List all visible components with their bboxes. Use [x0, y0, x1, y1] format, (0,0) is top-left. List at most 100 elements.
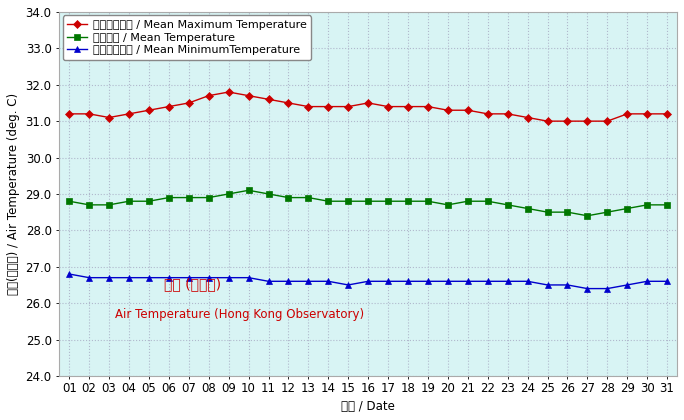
平均最低氣溫 / Mean MinimumTemperature [643, 279, 651, 284]
平均氣溫 / Mean Temperature [643, 202, 651, 207]
Line: 平均最低氣溫 / Mean MinimumTemperature: 平均最低氣溫 / Mean MinimumTemperature [66, 271, 670, 292]
平均氣溫 / Mean Temperature [523, 206, 531, 211]
平均最低氣溫 / Mean MinimumTemperature [583, 286, 592, 291]
平均氣溫 / Mean Temperature [503, 202, 512, 207]
X-axis label: 日期 / Date: 日期 / Date [341, 400, 395, 413]
平均最低氣溫 / Mean MinimumTemperature [384, 279, 392, 284]
平均最低氣溫 / Mean MinimumTemperature [185, 275, 193, 280]
平均氣溫 / Mean Temperature [185, 195, 193, 200]
平均最低氣溫 / Mean MinimumTemperature [503, 279, 512, 284]
平均最高氣溫 / Mean Maximum Temperature [564, 118, 572, 123]
Line: 平均氣溫 / Mean Temperature: 平均氣溫 / Mean Temperature [66, 187, 670, 218]
平均最低氣溫 / Mean MinimumTemperature [404, 279, 412, 284]
平均氣溫 / Mean Temperature [583, 213, 592, 218]
平均氣溫 / Mean Temperature [543, 210, 551, 215]
平均最高氣溫 / Mean Maximum Temperature [484, 111, 492, 116]
平均最低氣溫 / Mean MinimumTemperature [145, 275, 153, 280]
平均最低氣溫 / Mean MinimumTemperature [484, 279, 492, 284]
平均最高氣溫 / Mean Maximum Temperature [663, 111, 671, 116]
平均最高氣溫 / Mean Maximum Temperature [304, 104, 313, 109]
Line: 平均最高氣溫 / Mean Maximum Temperature: 平均最高氣溫 / Mean Maximum Temperature [66, 89, 670, 124]
平均最高氣溫 / Mean Maximum Temperature [503, 111, 512, 116]
平均氣溫 / Mean Temperature [165, 195, 173, 200]
平均最高氣溫 / Mean Maximum Temperature [424, 104, 432, 109]
平均氣溫 / Mean Temperature [224, 192, 233, 197]
平均最高氣溫 / Mean Maximum Temperature [105, 115, 113, 120]
平均氣溫 / Mean Temperature [424, 199, 432, 204]
平均氣溫 / Mean Temperature [464, 199, 472, 204]
平均氣溫 / Mean Temperature [623, 206, 631, 211]
平均氣溫 / Mean Temperature [344, 199, 352, 204]
平均最高氣溫 / Mean Maximum Temperature [623, 111, 631, 116]
平均氣溫 / Mean Temperature [564, 210, 572, 215]
平均最低氣溫 / Mean MinimumTemperature [464, 279, 472, 284]
平均氣溫 / Mean Temperature [404, 199, 412, 204]
平均最高氣溫 / Mean Maximum Temperature [523, 115, 531, 120]
平均氣溫 / Mean Temperature [105, 202, 113, 207]
平均氣溫 / Mean Temperature [603, 210, 611, 215]
平均最低氣溫 / Mean MinimumTemperature [344, 282, 352, 287]
平均氣溫 / Mean Temperature [444, 202, 452, 207]
Y-axis label: 氣溫(攝氏度) / Air Temperature (deg. C): 氣溫(攝氏度) / Air Temperature (deg. C) [7, 93, 20, 295]
平均氣溫 / Mean Temperature [145, 199, 153, 204]
平均最低氣溫 / Mean MinimumTemperature [444, 279, 452, 284]
平均最低氣溫 / Mean MinimumTemperature [364, 279, 372, 284]
平均氣溫 / Mean Temperature [324, 199, 332, 204]
平均最高氣溫 / Mean Maximum Temperature [165, 104, 173, 109]
平均最高氣溫 / Mean Maximum Temperature [244, 93, 252, 98]
平均最高氣溫 / Mean Maximum Temperature [344, 104, 352, 109]
平均最低氣溫 / Mean MinimumTemperature [224, 275, 233, 280]
平均最高氣溫 / Mean Maximum Temperature [224, 89, 233, 94]
平均最低氣溫 / Mean MinimumTemperature [543, 282, 551, 287]
平均氣溫 / Mean Temperature [364, 199, 372, 204]
平均氣溫 / Mean Temperature [205, 195, 213, 200]
平均最高氣溫 / Mean Maximum Temperature [464, 108, 472, 113]
平均氣溫 / Mean Temperature [285, 195, 293, 200]
平均最高氣溫 / Mean Maximum Temperature [324, 104, 332, 109]
平均氣溫 / Mean Temperature [304, 195, 313, 200]
平均最高氣溫 / Mean Maximum Temperature [125, 111, 133, 116]
平均最高氣溫 / Mean Maximum Temperature [364, 100, 372, 105]
平均最低氣溫 / Mean MinimumTemperature [523, 279, 531, 284]
平均最低氣溫 / Mean MinimumTemperature [205, 275, 213, 280]
平均最高氣溫 / Mean Maximum Temperature [65, 111, 73, 116]
平均最低氣溫 / Mean MinimumTemperature [603, 286, 611, 291]
Text: Air Temperature (Hong Kong Observatory): Air Temperature (Hong Kong Observatory) [115, 308, 364, 321]
平均最低氣溫 / Mean MinimumTemperature [663, 279, 671, 284]
平均最高氣溫 / Mean Maximum Temperature [643, 111, 651, 116]
Text: 氣溫 (天文台): 氣溫 (天文台) [164, 278, 222, 291]
平均最高氣溫 / Mean Maximum Temperature [145, 108, 153, 113]
平均最高氣溫 / Mean Maximum Temperature [285, 100, 293, 105]
平均最高氣溫 / Mean Maximum Temperature [543, 118, 551, 123]
平均最高氣溫 / Mean Maximum Temperature [603, 118, 611, 123]
平均最高氣溫 / Mean Maximum Temperature [205, 93, 213, 98]
平均最低氣溫 / Mean MinimumTemperature [85, 275, 93, 280]
平均最低氣溫 / Mean MinimumTemperature [623, 282, 631, 287]
Legend: 平均最高氣溫 / Mean Maximum Temperature, 平均氣溫 / Mean Temperature, 平均最低氣溫 / Mean Minimu: 平均最高氣溫 / Mean Maximum Temperature, 平均氣溫 … [63, 15, 311, 60]
平均氣溫 / Mean Temperature [85, 202, 93, 207]
平均氣溫 / Mean Temperature [663, 202, 671, 207]
平均氣溫 / Mean Temperature [125, 199, 133, 204]
平均最低氣溫 / Mean MinimumTemperature [285, 279, 293, 284]
平均最低氣溫 / Mean MinimumTemperature [564, 282, 572, 287]
平均最高氣溫 / Mean Maximum Temperature [185, 100, 193, 105]
平均氣溫 / Mean Temperature [244, 188, 252, 193]
平均最高氣溫 / Mean Maximum Temperature [404, 104, 412, 109]
平均最低氣溫 / Mean MinimumTemperature [105, 275, 113, 280]
平均氣溫 / Mean Temperature [265, 192, 273, 197]
平均氣溫 / Mean Temperature [384, 199, 392, 204]
平均最高氣溫 / Mean Maximum Temperature [384, 104, 392, 109]
平均最低氣溫 / Mean MinimumTemperature [265, 279, 273, 284]
平均氣溫 / Mean Temperature [484, 199, 492, 204]
平均最高氣溫 / Mean Maximum Temperature [265, 97, 273, 102]
平均最高氣溫 / Mean Maximum Temperature [444, 108, 452, 113]
平均最低氣溫 / Mean MinimumTemperature [65, 271, 73, 276]
平均最低氣溫 / Mean MinimumTemperature [125, 275, 133, 280]
平均最低氣溫 / Mean MinimumTemperature [324, 279, 332, 284]
平均最高氣溫 / Mean Maximum Temperature [583, 118, 592, 123]
平均最高氣溫 / Mean Maximum Temperature [85, 111, 93, 116]
平均氣溫 / Mean Temperature [65, 199, 73, 204]
平均最低氣溫 / Mean MinimumTemperature [244, 275, 252, 280]
平均最低氣溫 / Mean MinimumTemperature [304, 279, 313, 284]
平均最低氣溫 / Mean MinimumTemperature [424, 279, 432, 284]
